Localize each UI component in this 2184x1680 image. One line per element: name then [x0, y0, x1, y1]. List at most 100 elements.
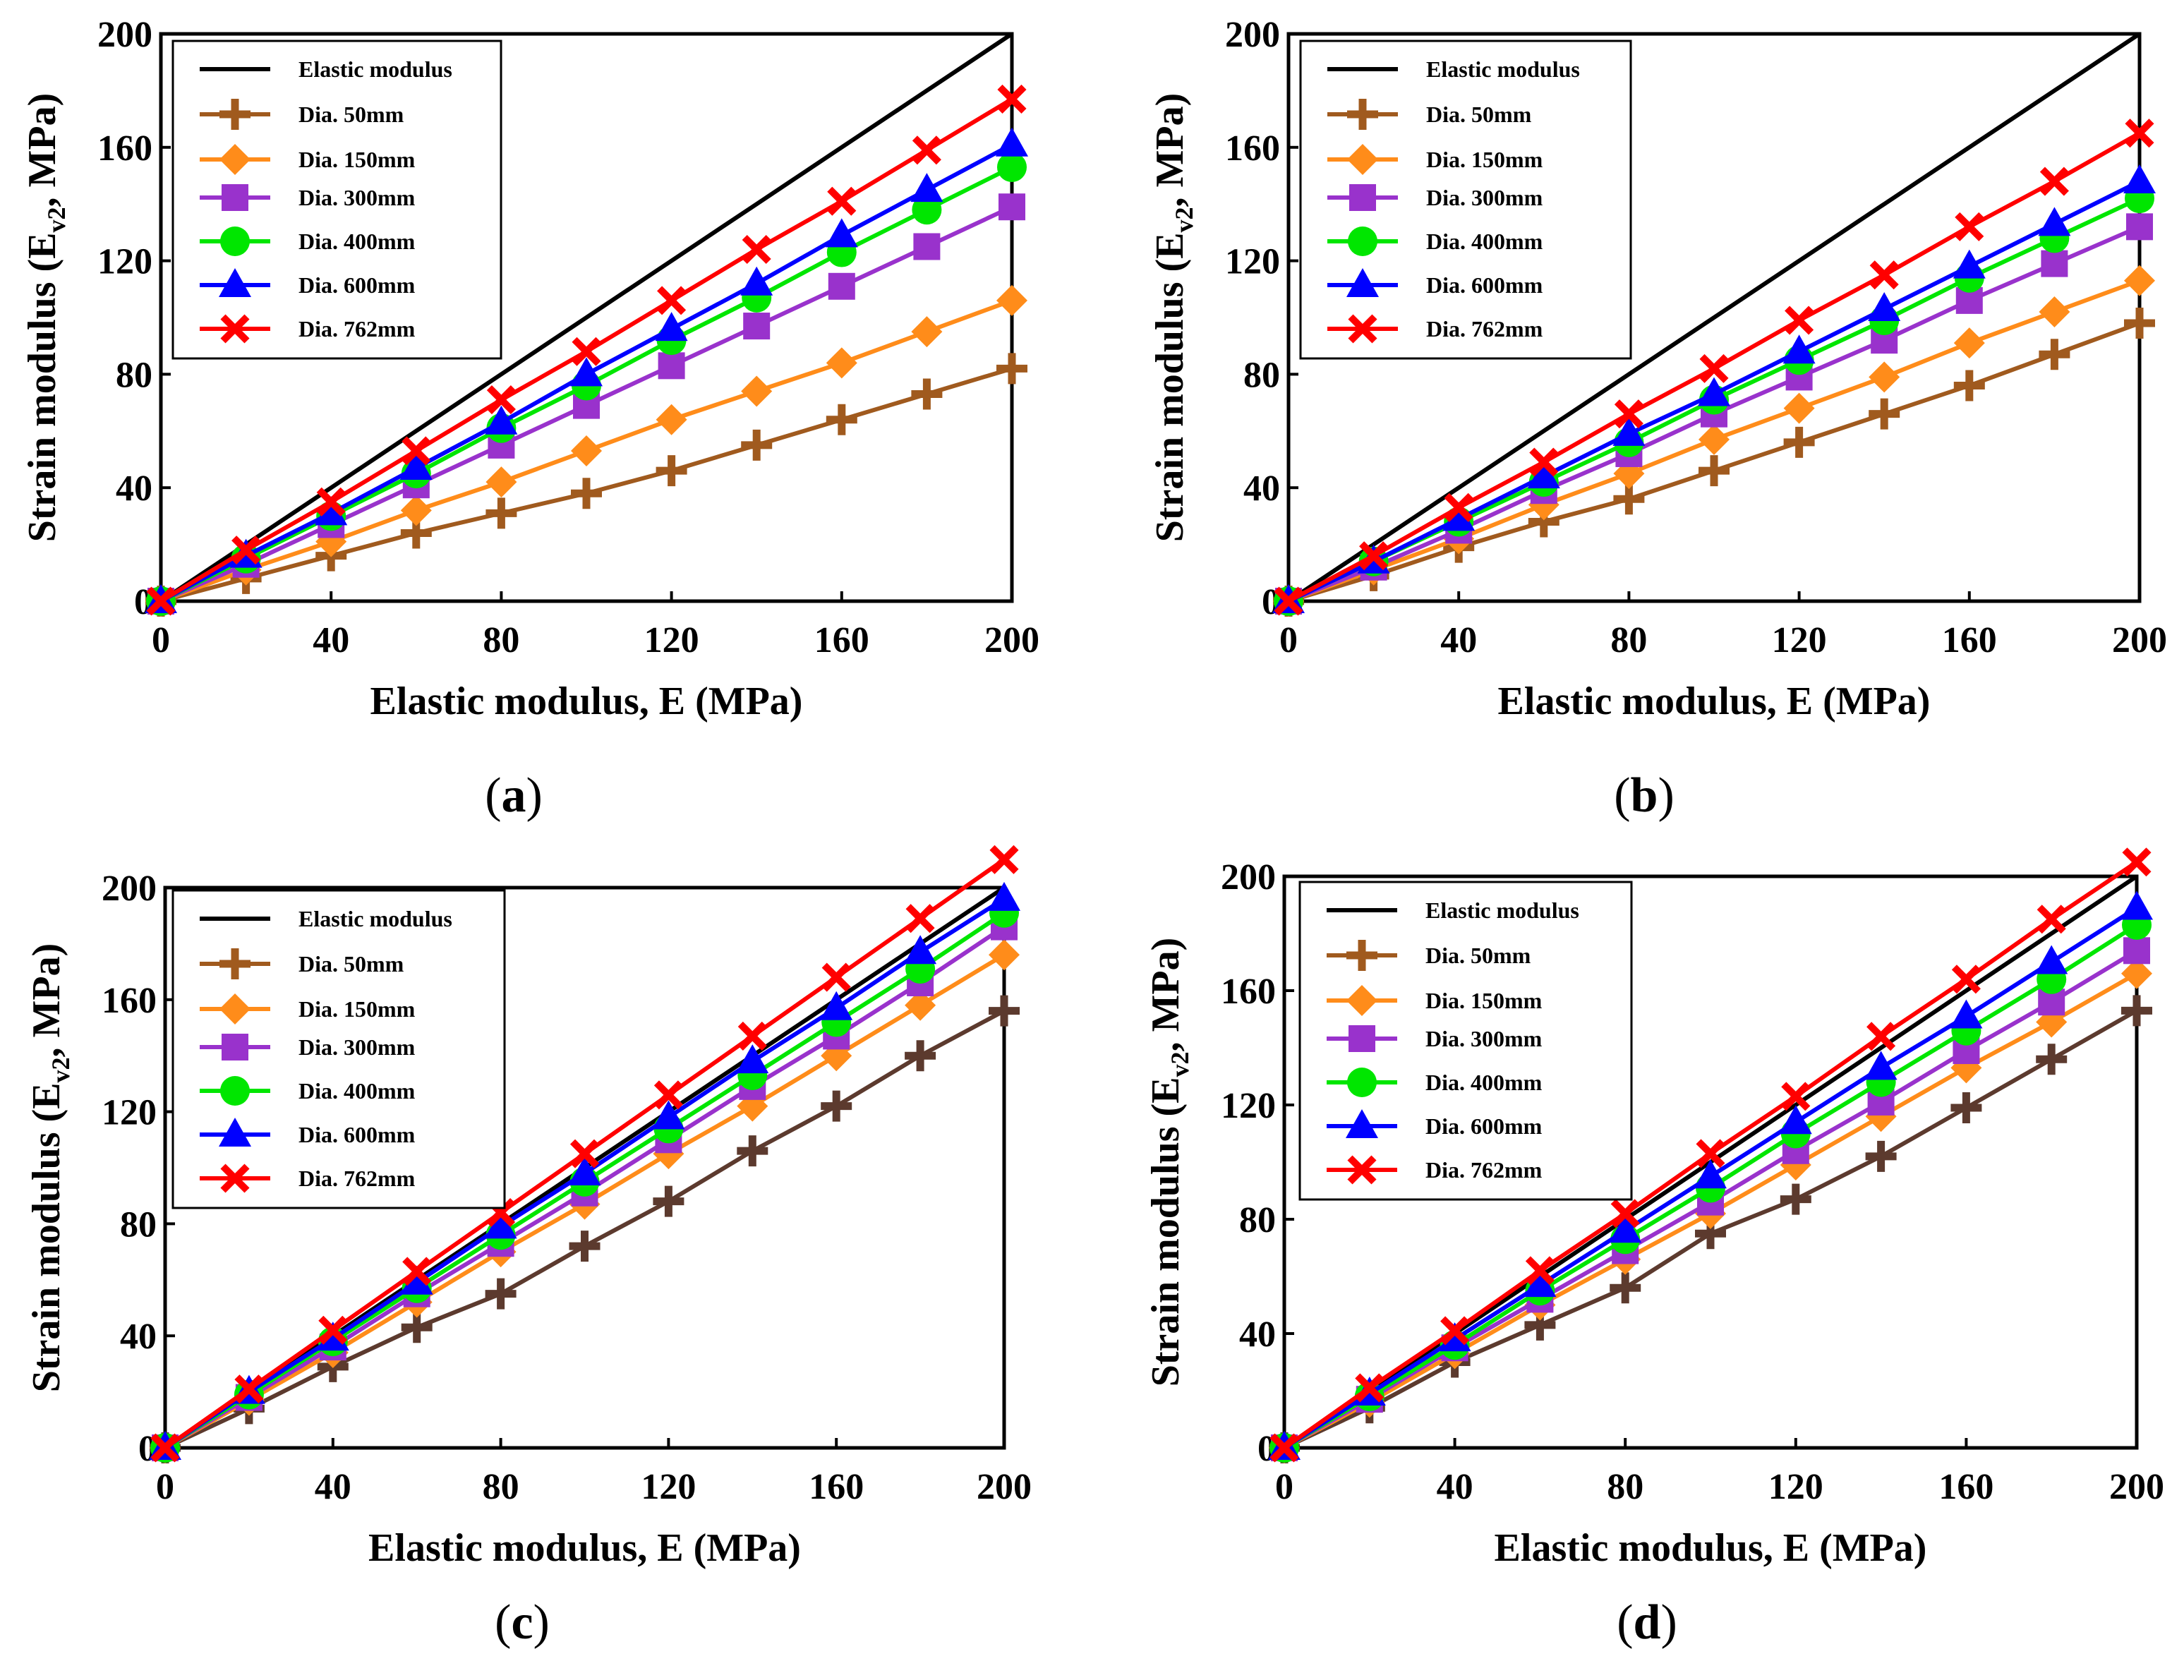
legend-item: Dia. 300mm	[200, 184, 416, 211]
y-axis-title-main: Strain modulus (E	[20, 232, 64, 542]
data-point	[827, 186, 857, 216]
data-point	[1444, 492, 1473, 522]
legend-label: Dia. 50mm	[1425, 943, 1531, 968]
legend-label: Dia. 300mm	[1426, 185, 1543, 210]
x-tick-label: 160	[1938, 1467, 1993, 1507]
data-point	[737, 1135, 768, 1167]
data-point	[2039, 296, 2070, 327]
data-point	[741, 429, 773, 461]
data-point	[1612, 416, 1646, 446]
data-point	[1783, 392, 1815, 424]
data-point	[2038, 207, 2071, 236]
data-point	[1274, 586, 1303, 616]
y-axis-title: Strain modulus (Ev2, MPa)	[20, 93, 71, 543]
caption-letter: c	[511, 1595, 533, 1650]
data-point	[1953, 370, 1985, 401]
data-point	[485, 497, 517, 529]
legend-item: Dia. 150mm	[200, 993, 416, 1025]
legend-marker	[1346, 985, 1377, 1016]
data-point	[1785, 306, 1814, 335]
data-point	[572, 337, 601, 366]
panel-caption: (a)	[485, 768, 543, 823]
legend-item: Dia. 150mm	[200, 144, 416, 175]
plot-frame	[159, 32, 1014, 603]
x-stroke-b	[1444, 492, 1473, 522]
data-point	[826, 404, 857, 435]
x-tick-label: 160	[814, 620, 869, 660]
legend-label: Dia. 762mm	[1425, 1157, 1543, 1183]
data-point	[1782, 334, 1816, 364]
data-point	[1696, 1139, 1725, 1168]
y-axis-title: Strain modulus (Ev2, MPa)	[1144, 938, 1194, 1387]
data-point	[571, 435, 602, 466]
x-stroke-b	[2039, 167, 2069, 196]
x-tick-label: 40	[1437, 1467, 1473, 1507]
x-axis-title: Elastic modulus, E (MPa)	[370, 679, 803, 723]
x-tick-label: 0	[152, 620, 170, 660]
caption-open: (	[485, 768, 501, 823]
x-stroke-b	[1347, 1155, 1377, 1185]
caption-open: (	[495, 1595, 511, 1650]
data-point	[653, 1185, 684, 1217]
x-stroke-b	[1699, 353, 1729, 383]
legend-item: Dia. 400mm	[200, 1076, 416, 1106]
legend-item: Dia. 400mm	[1327, 226, 1543, 256]
legend-item: Dia. 762mm	[200, 1164, 416, 1193]
y-tick-label: 120	[102, 1093, 157, 1133]
data-point	[1699, 423, 1730, 455]
data-point	[1440, 1316, 1470, 1346]
x-axis-title: Elastic modulus, E (MPa)	[368, 1526, 801, 1570]
legend-marker	[1347, 1155, 1377, 1185]
data-point	[1865, 1140, 1897, 1172]
series-dia-762mm	[1269, 847, 2152, 1463]
data-point	[736, 1044, 769, 1074]
caption-close: )	[526, 768, 543, 823]
data-point	[997, 84, 1027, 114]
data-point	[740, 266, 773, 296]
data-point	[653, 1080, 683, 1110]
caption-close: )	[533, 1595, 550, 1650]
legend-item: Dia. 600mm	[200, 1118, 416, 1147]
data-point	[905, 989, 936, 1021]
data-point	[2037, 905, 2066, 934]
data-point	[231, 536, 261, 565]
x-stroke-b	[1269, 1433, 1299, 1463]
legend-label: Elastic modulus	[298, 906, 452, 931]
y-axis-title-subscript: v2	[1170, 207, 1198, 232]
legend-item: Dia. 600mm	[1327, 1109, 1543, 1139]
y-tick-label: 200	[1221, 857, 1276, 898]
x-tick-label: 200	[984, 620, 1039, 660]
x-stroke-b	[653, 1080, 683, 1110]
data-point	[1868, 291, 1901, 321]
legend-marker	[222, 184, 248, 211]
x-stroke-b	[1951, 965, 1981, 994]
x-tick-label: 160	[1942, 620, 1997, 660]
legend-label: Dia. 762mm	[298, 316, 416, 342]
data-point	[2125, 119, 2154, 148]
legend-label: Dia. 150mm	[298, 147, 416, 172]
y-tick-label: 160	[1225, 128, 1280, 169]
legend-marker	[222, 1034, 248, 1060]
legend-item: Dia. 50mm	[200, 948, 404, 979]
y-tick-label: 160	[1221, 972, 1276, 1012]
x-stroke-b	[989, 845, 1019, 874]
y-axis-title-subscript: v2	[42, 207, 71, 232]
x-stroke-b	[486, 385, 516, 415]
x-stroke-b	[657, 286, 687, 315]
x-stroke-b	[220, 1164, 250, 1193]
y-axis-title-tail: , MPa)	[25, 943, 68, 1058]
legend-item: Dia. 300mm	[1327, 184, 1543, 211]
data-point	[1698, 377, 1730, 406]
legend-marker	[1347, 144, 1378, 175]
legend-label: Elastic modulus	[298, 56, 452, 82]
y-axis-title-tail: , MPa)	[1148, 93, 1192, 207]
data-point	[2124, 265, 2155, 296]
plot-frame	[163, 886, 1006, 1450]
x-stroke-b	[1355, 1373, 1384, 1403]
data-point	[1869, 260, 1899, 290]
data-point	[911, 378, 943, 410]
y-tick-label: 160	[102, 981, 157, 1021]
legend-marker	[220, 314, 250, 344]
x-stroke-b	[1785, 306, 1814, 335]
